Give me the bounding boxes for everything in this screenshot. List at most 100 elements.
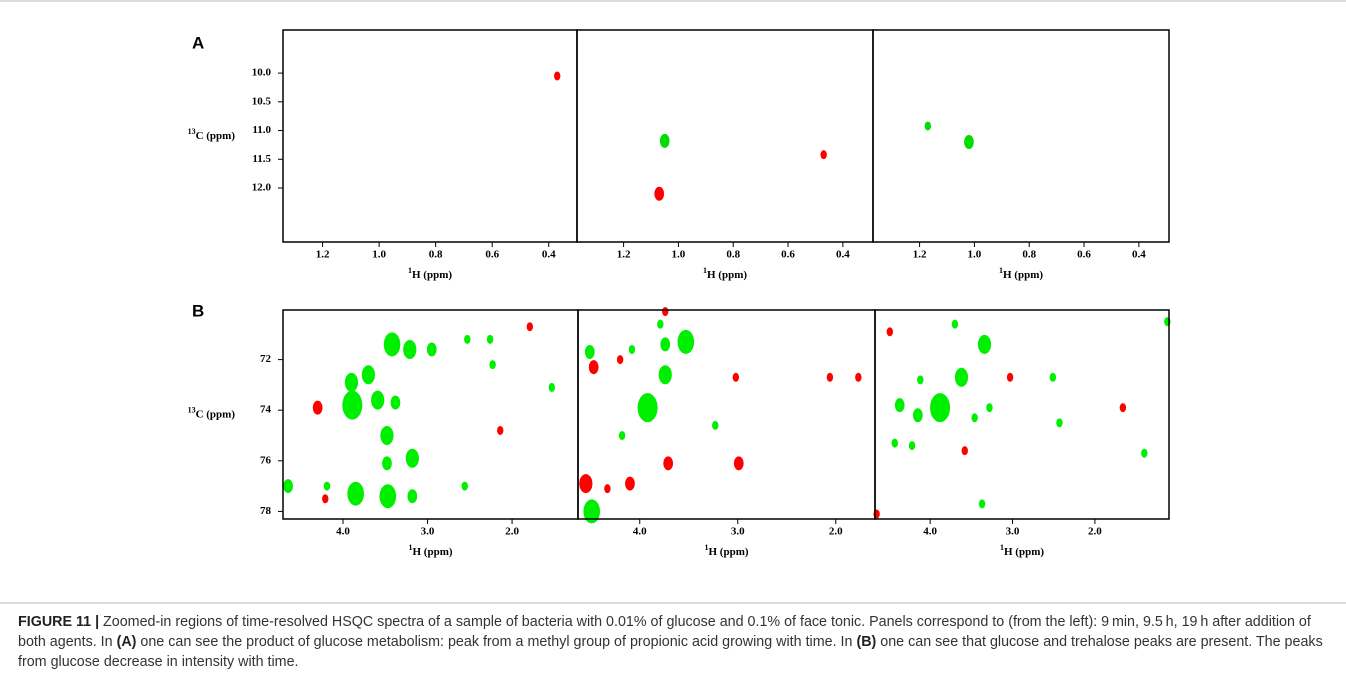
peak [951,319,959,329]
x-tick-label: 0.4 [836,249,850,261]
peak [826,372,834,382]
peak [733,456,744,471]
panel-label: A [192,33,204,52]
axis-label-sup: 1 [999,266,1003,275]
peak [917,375,924,385]
peak [361,365,375,385]
axis-label: 1H (ppm) [999,266,1043,281]
peak [382,456,392,471]
axis-label-text: C (ppm) [196,408,236,420]
x-tick-label: 0.4 [542,249,556,261]
peak [464,334,471,344]
x-tick-label: 4.0 [923,526,937,538]
peak [283,479,293,494]
plot-frame [282,29,578,243]
peak [891,438,898,448]
x-tick-label: 0.8 [1022,249,1036,261]
peak [908,441,916,451]
peak [405,448,419,468]
axis-label: 1H (ppm) [408,266,452,281]
x-tick-label: 0.4 [1132,249,1146,261]
peak [732,372,740,382]
peak [497,425,504,435]
peak [662,307,669,317]
peak [971,413,978,423]
peak [677,329,695,354]
axis-label: 1H (ppm) [408,543,452,558]
peak [659,133,670,148]
caption-text: (B) [856,634,877,650]
y-tick-label: 78 [260,505,272,517]
peak [322,494,329,504]
plot-frame [874,309,1170,520]
peak [1141,448,1148,458]
peak [383,332,401,357]
axis-label-text: C (ppm) [196,130,236,142]
x-tick-label: 2.0 [829,526,843,538]
y-tick-label: 11.0 [252,124,271,136]
y-tick-label: 12.0 [252,182,272,194]
axis-label: 1H (ppm) [704,543,748,558]
peak [658,365,672,385]
axis-label-sup: 1 [704,543,708,552]
peak [855,372,862,382]
peak [625,476,635,491]
peak [344,372,359,392]
axis-label-sup: 1 [408,543,412,552]
axis-label: 13C (ppm) [188,127,236,142]
x-tick-label: 0.8 [726,249,740,261]
peak [616,355,624,365]
caption-text: (A) [116,634,137,650]
x-tick-label: 4.0 [633,526,647,538]
x-tick-label: 0.6 [1077,249,1091,261]
x-tick-label: 1.0 [672,249,686,261]
peak [964,135,974,150]
peak [712,420,719,430]
plot-frame [577,309,876,520]
caption-text: one can see the product of glucose metab… [136,634,857,650]
peak [628,344,636,354]
peak [637,393,658,423]
caption-text: Zoomed-in regions of time-resolved HSQC … [18,614,1311,650]
peak [1119,403,1127,413]
y-tick-label: 74 [260,404,272,416]
x-tick-label: 1.2 [617,249,631,261]
peak [323,481,331,491]
axis-label: 13C (ppm) [188,405,236,420]
x-tick-label: 1.2 [913,249,927,261]
axis-label-sup: 1 [1000,543,1004,552]
peak [912,408,923,423]
peak [986,403,993,413]
x-tick-label: 3.0 [421,526,435,538]
peak [1049,372,1057,382]
x-tick-label: 1.0 [968,249,982,261]
peak [604,484,611,494]
y-tick-label: 72 [260,353,272,365]
caption-label: FIGURE 11 | [18,614,100,630]
plot-frame [872,29,1170,243]
peak [820,150,827,160]
peak [379,484,397,509]
peak [489,360,496,370]
peak [426,342,437,357]
peak [663,456,674,471]
axis-label-sup: 13 [188,405,196,414]
peak [954,367,969,387]
peak [654,186,665,201]
peak [584,345,595,360]
x-tick-label: 3.0 [731,526,745,538]
peak [486,334,494,344]
x-tick-label: 0.6 [781,249,795,261]
x-tick-label: 0.8 [429,249,443,261]
x-tick-label: 2.0 [505,526,519,538]
x-tick-label: 1.0 [372,249,386,261]
peak [347,481,364,506]
axis-label-text: H (ppm) [708,546,748,558]
peak [461,481,468,491]
axis-label-sup: 1 [408,266,412,275]
axis-label-text: H (ppm) [1003,269,1043,281]
peak [618,431,626,441]
peak [403,339,417,359]
x-tick-label: 0.6 [485,249,499,261]
